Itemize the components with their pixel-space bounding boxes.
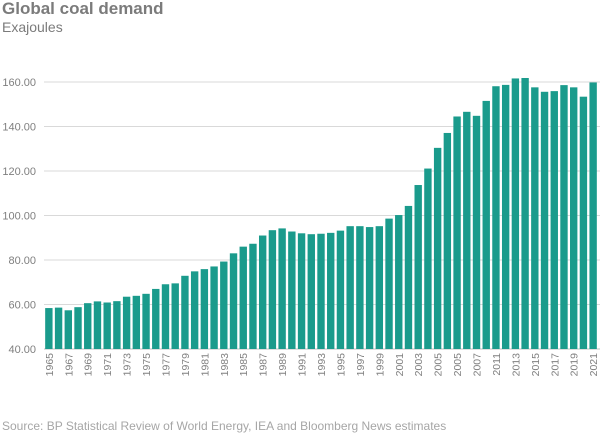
bar-2012 bbox=[501, 84, 510, 349]
bar-1989 bbox=[278, 228, 286, 349]
bar-1971 bbox=[103, 302, 111, 349]
bar-1992 bbox=[307, 234, 315, 349]
bar-1987 bbox=[258, 235, 267, 349]
y-tick-label: 140.00 bbox=[2, 122, 36, 134]
bar-2010 bbox=[482, 100, 490, 349]
bar-2000 bbox=[385, 218, 393, 349]
bar-1968 bbox=[74, 307, 82, 349]
bar-1988 bbox=[268, 230, 277, 349]
bar-2016 bbox=[540, 91, 549, 349]
x-tick-label: 2011 bbox=[491, 353, 503, 376]
bar-2005 bbox=[433, 147, 442, 349]
bar-1985 bbox=[239, 246, 247, 349]
bar-1973 bbox=[122, 296, 131, 349]
bar-1965 bbox=[45, 308, 53, 349]
x-tick-label: 1989 bbox=[277, 353, 289, 377]
bar-1997 bbox=[356, 226, 364, 349]
bar-1996 bbox=[346, 226, 354, 349]
bar-1974 bbox=[132, 295, 141, 349]
x-tick-label: 1985 bbox=[238, 353, 250, 377]
bar-1981 bbox=[200, 269, 209, 349]
x-tick-label: 1997 bbox=[355, 353, 367, 377]
y-tick-label: 120.00 bbox=[2, 166, 36, 178]
bar-2004 bbox=[424, 168, 432, 349]
x-tick-label: 1969 bbox=[83, 353, 95, 377]
bar-2002 bbox=[404, 205, 413, 349]
bar-1991 bbox=[297, 233, 306, 349]
y-tick-label: 100.00 bbox=[2, 211, 36, 223]
bar-2009 bbox=[472, 115, 481, 349]
x-tick-label: 2001 bbox=[394, 353, 406, 377]
x-tick-label: 1973 bbox=[122, 353, 134, 377]
bar-1995 bbox=[336, 230, 345, 349]
bar-2008 bbox=[463, 111, 471, 349]
bar-1984 bbox=[229, 253, 238, 349]
bar-2015 bbox=[531, 87, 539, 349]
bar-1990 bbox=[288, 231, 296, 349]
x-tick-label: 1987 bbox=[258, 353, 270, 377]
bar-2014 bbox=[521, 77, 529, 350]
bar-2018 bbox=[560, 85, 568, 350]
bar-1999 bbox=[375, 226, 384, 349]
chart-title: Global coal demand bbox=[2, 0, 164, 18]
x-tick-label: 2015 bbox=[530, 353, 542, 377]
bar-2001 bbox=[395, 215, 403, 349]
x-tick-label: 2019 bbox=[569, 353, 581, 377]
bar-2013 bbox=[511, 78, 520, 349]
x-tick-label: 2013 bbox=[510, 353, 522, 377]
x-tick-label: 1977 bbox=[160, 353, 172, 377]
bar-2020 bbox=[579, 96, 588, 349]
y-tick-label: 60.00 bbox=[8, 300, 36, 312]
bar-1966 bbox=[54, 307, 63, 349]
bar-1994 bbox=[327, 232, 335, 349]
x-tick-label: 1981 bbox=[199, 353, 211, 377]
x-tick-label: 2017 bbox=[549, 353, 561, 377]
source-note: Source: BP Statistical Review of World E… bbox=[2, 419, 447, 433]
bar-2011 bbox=[492, 86, 500, 349]
x-tick-label: 1965 bbox=[44, 353, 56, 377]
bar-1972 bbox=[113, 301, 121, 349]
y-tick-label: 40.00 bbox=[8, 344, 36, 356]
bar-chart: 40.00 60.00 80.00 100.00 120.00 140.00 160.00 1… bbox=[2, 77, 600, 377]
bar-1978 bbox=[171, 283, 179, 349]
x-tick-label: 2005 bbox=[433, 353, 445, 377]
bar-2006 bbox=[443, 132, 452, 349]
x-tick-label: 1995 bbox=[335, 353, 347, 377]
bar-1983 bbox=[220, 261, 228, 349]
bar-1998 bbox=[365, 227, 374, 349]
bar-1980 bbox=[190, 271, 199, 349]
bar-1970 bbox=[93, 301, 102, 349]
bar-1993 bbox=[317, 233, 325, 349]
bar-1975 bbox=[142, 293, 150, 349]
bar-2003 bbox=[414, 185, 422, 349]
x-tick-label: 1991 bbox=[297, 353, 309, 377]
bar-1986 bbox=[249, 243, 257, 349]
bar-1977 bbox=[161, 284, 170, 349]
x-tick-label: 2005 bbox=[452, 353, 464, 377]
bar-1967 bbox=[64, 310, 72, 349]
x-tick-label: 1983 bbox=[219, 353, 231, 377]
x-tick-label: 1979 bbox=[180, 353, 192, 377]
chart-subtitle: Exajoules bbox=[2, 19, 63, 35]
x-tick-label: 2021 bbox=[588, 353, 600, 377]
y-tick-label: 80.00 bbox=[8, 255, 36, 267]
x-tick-label: 2007 bbox=[472, 353, 484, 377]
bar-2019 bbox=[570, 87, 578, 349]
bar-1969 bbox=[84, 303, 92, 349]
bar-2017 bbox=[550, 91, 558, 349]
bar-2021 bbox=[589, 82, 597, 349]
bar-2007 bbox=[453, 116, 461, 349]
x-tick-label: 1999 bbox=[374, 353, 386, 377]
y-tick-label: 160.00 bbox=[2, 77, 36, 89]
x-tick-label: 1975 bbox=[141, 353, 153, 377]
x-tick-label: 2003 bbox=[413, 353, 425, 377]
bar-1979 bbox=[181, 275, 189, 349]
x-tick-label: 1993 bbox=[316, 353, 328, 377]
bar-1982 bbox=[210, 266, 218, 349]
bar-1976 bbox=[152, 288, 160, 349]
x-tick-label: 1967 bbox=[63, 353, 75, 377]
x-tick-label: 1971 bbox=[102, 353, 114, 377]
